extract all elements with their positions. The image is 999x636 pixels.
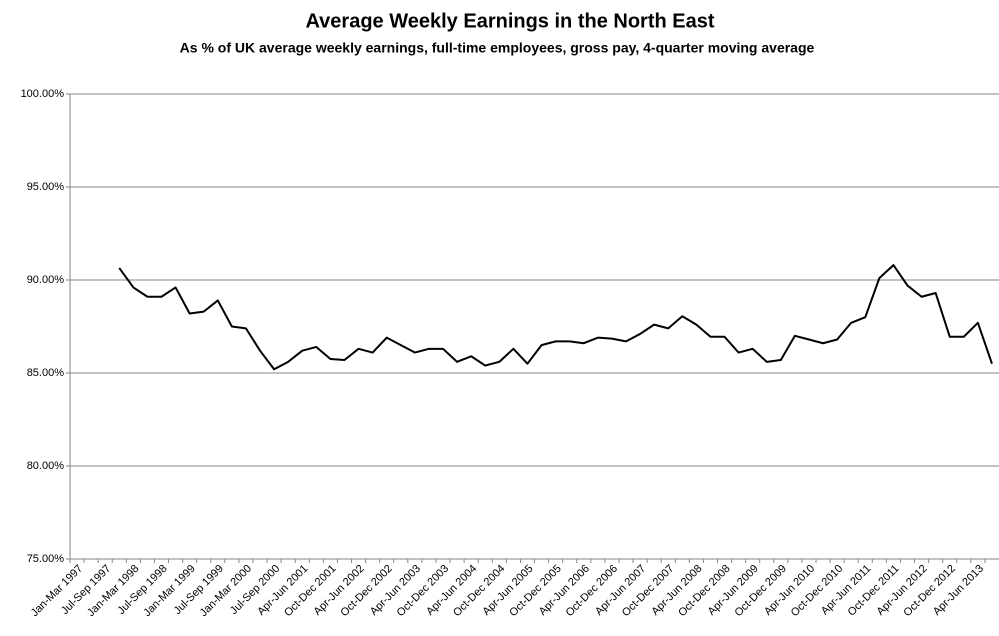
y-tick-label: 90.00% — [27, 274, 65, 286]
y-tick-label: 80.00% — [27, 460, 65, 472]
x-tick-label: Apr-Jun 2013 — [931, 563, 986, 618]
chart-title: Average Weekly Earnings in the North Eas… — [305, 10, 714, 32]
y-tick-label: 85.00% — [27, 367, 65, 379]
data-line — [118, 264, 993, 371]
chart-subtitle: As % of UK average weekly earnings, full… — [180, 40, 815, 56]
y-tick-label: 95.00% — [27, 181, 65, 193]
y-tick-label: 75.00% — [27, 553, 65, 565]
y-tick-label: 100.00% — [21, 88, 65, 100]
